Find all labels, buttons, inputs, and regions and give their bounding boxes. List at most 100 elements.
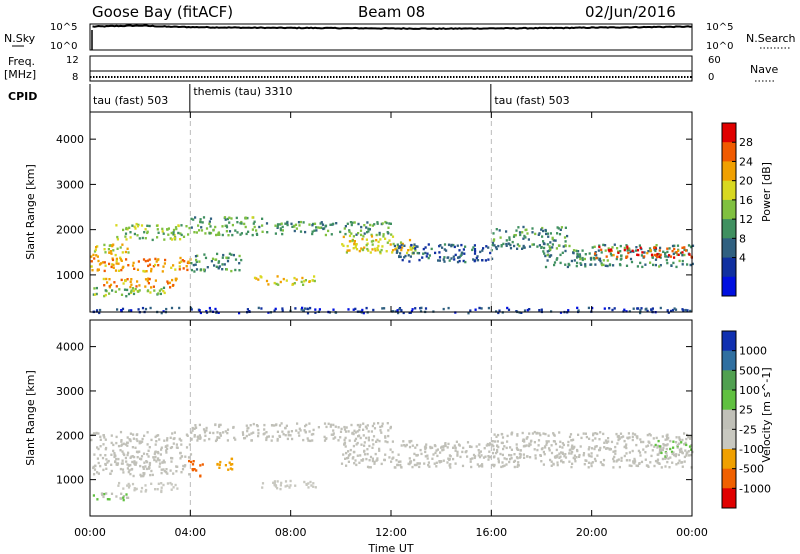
scatter-cell (606, 447, 609, 450)
scatter-cell (589, 257, 592, 260)
scatter-cell (289, 434, 292, 437)
scatter-cell (584, 432, 587, 435)
scatter-cell (564, 456, 568, 459)
scatter-cell (608, 263, 612, 266)
scatter-cell (540, 228, 543, 231)
scatter-cell (193, 468, 196, 471)
scatter-cell (523, 440, 526, 443)
scatter-cell (435, 449, 438, 452)
scatter-cell (547, 434, 550, 437)
scatter-cell (129, 463, 132, 467)
scatter-cell (181, 468, 185, 471)
scatter-cell (201, 463, 204, 466)
scatter-cell (104, 448, 107, 451)
scatter-cell (396, 463, 399, 467)
scatter-cell (349, 221, 352, 224)
scatter-cell (409, 255, 412, 258)
scatter-cell (92, 293, 95, 296)
scatter-cell (443, 260, 446, 263)
scatter-cell (362, 422, 365, 425)
scatter-cell (688, 445, 692, 448)
scatter-cell (114, 269, 118, 272)
scatter-cell (561, 251, 564, 254)
scatter-cell (564, 226, 567, 229)
freq-left-tick-bottom: 8 (72, 72, 78, 83)
scatter-cell (525, 444, 528, 447)
scatter-cell (131, 224, 134, 227)
scatter-cell (517, 461, 520, 464)
scatter-cell (104, 264, 107, 267)
scatter-cell (217, 311, 220, 314)
scatter-cell (612, 253, 615, 257)
scatter-cell (209, 225, 212, 228)
scatter-cell (470, 465, 473, 469)
scatter-cell (323, 435, 326, 439)
scatter-cell (396, 249, 399, 252)
scatter-cell (515, 443, 518, 446)
scatter-cell (485, 444, 488, 447)
scatter-cell (195, 260, 198, 263)
scatter-cell (638, 462, 641, 465)
scatter-cell (136, 456, 139, 459)
scatter-cell (340, 427, 343, 431)
scatter-cell (129, 472, 132, 476)
scatter-cell (386, 440, 389, 444)
scatter-cell (320, 221, 323, 224)
scatter-cell (522, 246, 525, 249)
scatter-cell (370, 233, 373, 237)
scatter-cell (645, 307, 648, 310)
scatter-cell (352, 456, 355, 459)
scatter-cell (353, 221, 356, 224)
scatter-cell (516, 243, 519, 246)
scatter-cell (90, 260, 93, 263)
scatter-cell (204, 434, 207, 437)
scatter-cell (278, 434, 281, 438)
scatter-cell (654, 249, 657, 253)
scatter-cell (608, 307, 611, 310)
scatter-cell (627, 432, 630, 435)
scatter-cell (367, 227, 370, 230)
scatter-cell (609, 448, 612, 451)
scatter-cell (496, 444, 499, 448)
scatter-cell (376, 221, 379, 224)
scatter-cell (351, 239, 354, 242)
scatter-cell (339, 436, 342, 439)
scatter-cell (250, 432, 253, 435)
scatter-cell (185, 265, 188, 268)
scatter-cell (224, 430, 227, 433)
scatter-cell (111, 258, 115, 262)
scatter-cell (371, 248, 374, 251)
scatter-cell (403, 444, 406, 447)
date-title: 02/Jun/2016 (585, 3, 676, 21)
scatter-cell (157, 451, 160, 455)
scatter-cell (656, 453, 659, 456)
scatter-cell (517, 226, 520, 229)
colorbar-swatch (722, 331, 736, 352)
scatter-cell (310, 433, 313, 436)
scatter-cell (147, 277, 150, 280)
scatter-cell (148, 446, 151, 449)
scatter-cell (376, 438, 379, 442)
scatter-cell (125, 238, 128, 241)
scatter-cell (348, 234, 352, 238)
scatter-cell (381, 222, 384, 225)
scatter-cell (266, 435, 269, 439)
scatter-cell (375, 233, 378, 237)
scatter-cell (363, 444, 366, 447)
scatter-cell (525, 228, 528, 231)
scatter-cell (315, 229, 318, 232)
scatter-cell (148, 461, 152, 465)
scatter-cell (664, 455, 667, 458)
scatter-cell (521, 439, 525, 442)
scatter-cell (214, 423, 217, 427)
scatter-cell (260, 307, 263, 310)
scatter-cell (379, 425, 382, 429)
scatter-cell (595, 256, 598, 260)
scatter-cell (310, 484, 313, 487)
scatter-cell (546, 243, 549, 246)
scatter-cell (687, 436, 690, 439)
scatter-cell (138, 289, 141, 292)
scatter-cell (666, 433, 669, 436)
scatter-cell (505, 463, 508, 466)
scatter-cell (681, 254, 684, 257)
